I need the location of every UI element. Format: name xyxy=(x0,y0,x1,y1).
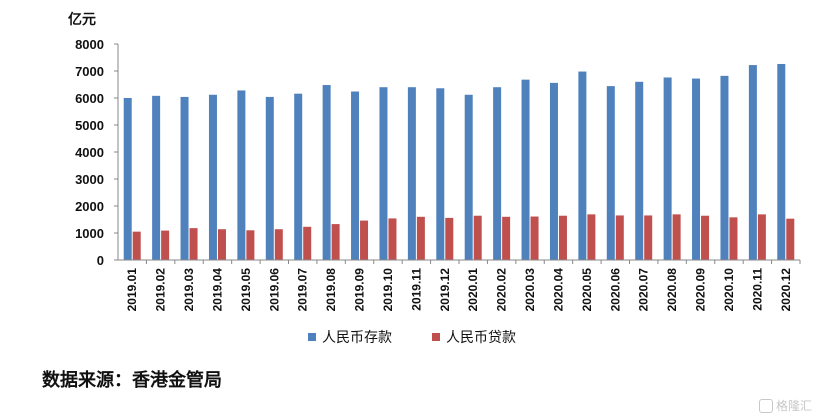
x-tick-label: 2019.10 xyxy=(381,268,395,312)
y-tick-label: 8000 xyxy=(75,37,104,52)
bar-deposit xyxy=(436,88,445,260)
bar-deposit xyxy=(322,85,331,260)
bar-loan xyxy=(701,215,710,260)
source-note: 数据来源：香港金管局 xyxy=(42,370,222,391)
bar-deposit xyxy=(208,94,217,260)
bar-loan xyxy=(303,226,312,260)
y-axis: 0 1000 2000 3000 4000 5000 6000 7000 8000 xyxy=(75,37,119,268)
bar-loan xyxy=(672,214,681,260)
bar-deposit xyxy=(265,96,274,260)
x-tick-label: 2019.06 xyxy=(267,268,281,312)
bar-loan xyxy=(161,230,170,260)
x-tick-label: 2019.12 xyxy=(438,268,452,312)
bar-deposit xyxy=(464,94,473,260)
bar-loan xyxy=(786,218,795,260)
bar-loan xyxy=(274,229,283,260)
bar-deposit xyxy=(663,77,672,260)
x-tick-label: 2020.05 xyxy=(580,268,594,312)
bar-loan xyxy=(445,217,454,260)
bar-loan xyxy=(473,215,482,260)
bar-loan xyxy=(729,217,738,260)
bar-loan xyxy=(132,231,141,260)
bar-deposit xyxy=(720,75,729,260)
bar-deposit xyxy=(748,65,757,260)
bar-deposit xyxy=(407,87,416,260)
bar-loan xyxy=(530,216,539,260)
legend: 人民币存款 人民币贷款 xyxy=(308,330,516,346)
bar-deposit xyxy=(123,98,132,260)
bar-deposit xyxy=(351,91,360,261)
x-tick-label: 2019.09 xyxy=(353,268,367,312)
x-tick-label: 2020.12 xyxy=(779,268,793,312)
y-tick-label: 2000 xyxy=(75,199,104,214)
y-tick-label: 1000 xyxy=(75,226,104,241)
bar-loan xyxy=(189,228,198,260)
bar-loan xyxy=(558,215,567,260)
bar-deposit xyxy=(635,81,644,260)
watermark: 格隆汇 xyxy=(758,397,812,414)
bar-deposit xyxy=(549,82,558,260)
x-tick-label: 2019.03 xyxy=(182,268,196,312)
x-tick-label: 2019.04 xyxy=(210,268,224,312)
bar-loan xyxy=(502,216,511,260)
y-tick-label: 3000 xyxy=(75,172,104,187)
x-tick-label: 2019.07 xyxy=(296,268,310,312)
bar-loan xyxy=(246,230,255,260)
y-tick-label: 0 xyxy=(97,253,104,268)
watermark-logo-icon xyxy=(758,398,773,413)
y-tick-label: 4000 xyxy=(75,145,104,160)
y-tick-label: 6000 xyxy=(75,91,104,106)
bar-deposit xyxy=(606,86,615,261)
legend-label: 人民币贷款 xyxy=(446,330,516,346)
x-tick-label: 2020.03 xyxy=(523,268,537,312)
x-tick-label: 2020.11 xyxy=(750,268,764,311)
x-tick-label: 2019.05 xyxy=(239,268,253,312)
x-tick-label: 2020.08 xyxy=(665,268,679,312)
y-tick-label: 5000 xyxy=(75,118,104,133)
bar-loan xyxy=(416,216,425,260)
legend-swatch xyxy=(432,333,440,341)
watermark-text: 格隆汇 xyxy=(775,399,812,413)
bar-deposit xyxy=(379,87,388,260)
x-tick-label: 2020.02 xyxy=(495,268,509,312)
bar-deposit xyxy=(493,87,502,260)
bar-deposit xyxy=(180,96,189,260)
x-tick-label: 2020.09 xyxy=(694,268,708,312)
bar-loan xyxy=(615,215,624,260)
bars xyxy=(123,63,795,261)
bar-deposit xyxy=(237,90,246,260)
bar-deposit xyxy=(692,78,701,260)
bar-deposit xyxy=(521,79,530,260)
bar-loan xyxy=(587,214,596,260)
x-tick-label: 2020.06 xyxy=(608,268,622,312)
bar-loan xyxy=(644,215,653,260)
x-tick-label: 2019.08 xyxy=(324,268,338,312)
legend-swatch xyxy=(308,333,316,341)
x-tick-label: 2020.04 xyxy=(551,268,565,312)
bar-loan xyxy=(217,229,226,260)
x-axis: 2019.01 2019.02 2019.03 2019.04 2019.05 2019.… xyxy=(118,259,801,312)
bar-loan xyxy=(388,218,397,260)
x-tick-label: 2020.01 xyxy=(466,268,480,312)
bar-deposit xyxy=(294,93,303,261)
bar-deposit xyxy=(777,63,786,261)
bar-loan xyxy=(331,224,340,260)
x-tick-label: 2019.02 xyxy=(154,268,168,312)
y-tick-label: 7000 xyxy=(75,64,104,79)
legend-label: 人民币存款 xyxy=(322,330,392,346)
bar-deposit xyxy=(152,95,161,260)
bar-deposit xyxy=(578,71,587,260)
x-tick-label: 2019.01 xyxy=(125,268,139,312)
bar-loan xyxy=(360,220,369,260)
x-tick-label: 2020.10 xyxy=(722,268,736,312)
x-tick-label: 2020.07 xyxy=(637,268,651,312)
y-unit-label: 亿元 xyxy=(68,11,96,28)
x-tick-label: 2019.11 xyxy=(409,268,423,311)
bar-loan xyxy=(757,214,766,260)
